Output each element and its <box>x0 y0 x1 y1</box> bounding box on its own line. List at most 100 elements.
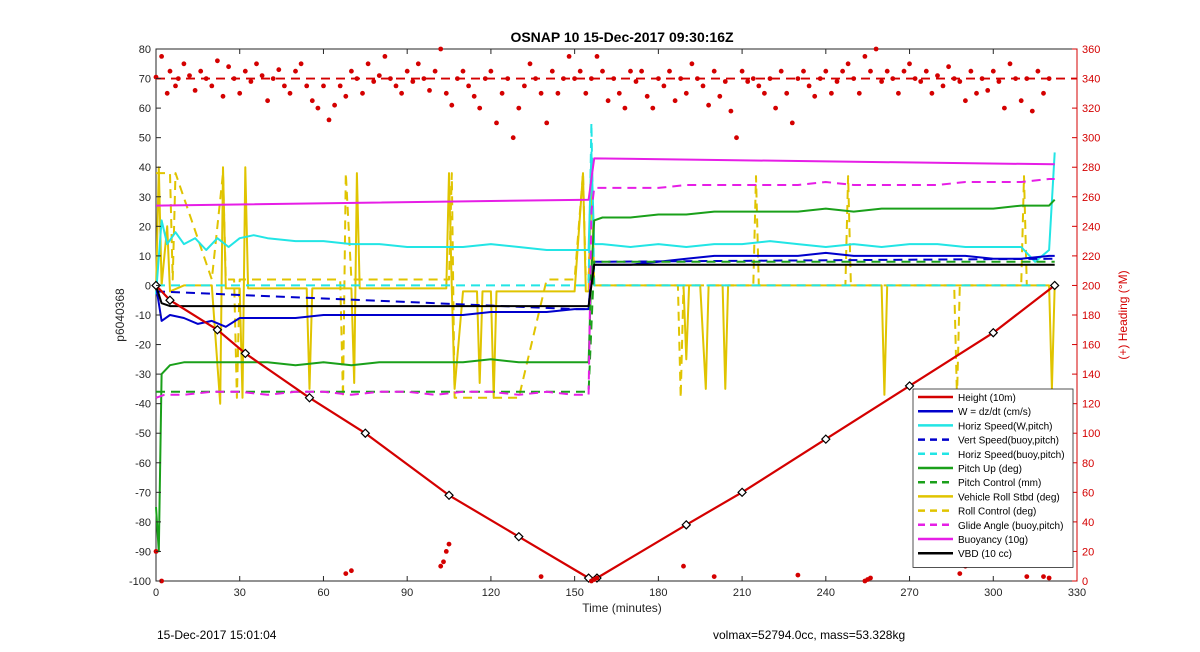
heading-point <box>829 90 834 96</box>
heading-point <box>349 568 354 574</box>
heading-point <box>432 68 438 74</box>
series-vbd-10-cc <box>155 263 1055 308</box>
heading-point <box>734 135 739 141</box>
heading-point <box>1002 105 1007 111</box>
heading-point <box>410 79 416 84</box>
y-tick-label: 0 <box>145 280 151 292</box>
x-tick-label: 30 <box>234 587 246 599</box>
heading-point <box>309 98 315 104</box>
heading-point <box>644 93 650 99</box>
y2-tick-label: 360 <box>1082 44 1100 56</box>
heading-point <box>672 98 678 104</box>
y2-axis-ticks: 0 20 40 60 80 100 120 140 160 180 200 220 240 260 280 3… <box>1072 44 1100 588</box>
heading-point <box>198 68 204 74</box>
legend-entry: Pitch Up (deg) <box>958 464 1022 475</box>
heading-point <box>376 73 382 78</box>
heading-point <box>979 76 985 81</box>
y2-tick-label: 320 <box>1082 103 1100 115</box>
x-tick-label: 210 <box>733 587 751 599</box>
heading-point <box>868 575 873 581</box>
y2-tick-label: 300 <box>1082 133 1100 145</box>
heading-point <box>505 76 511 81</box>
heading-point <box>293 68 298 74</box>
heading-point <box>583 90 589 96</box>
heading-point <box>879 79 884 84</box>
heading-point <box>544 120 550 126</box>
legend-entry: Roll Control (deg) <box>958 507 1036 518</box>
height-marker <box>1049 280 1060 291</box>
heading-point <box>455 76 460 81</box>
height-marker <box>737 487 747 498</box>
heading-point <box>840 68 845 74</box>
series-buoyancy-10g <box>155 157 1055 207</box>
heading-point <box>806 83 812 89</box>
y2-tick-label: 180 <box>1082 310 1100 322</box>
heading-point <box>862 54 868 59</box>
heading-point <box>968 68 974 74</box>
heading-point <box>343 571 349 576</box>
heading-point <box>477 105 483 111</box>
y-tick-label: -20 <box>135 340 151 352</box>
x-axis-ticks: 0 30 60 90 120 150 180 210 240 270 300 330 <box>153 49 1086 599</box>
heading-point <box>549 68 555 74</box>
chart-title: OSNAP 10 15-Dec-2017 09:30:16Z <box>510 29 734 45</box>
heading-point <box>516 105 522 111</box>
heading-point <box>667 68 672 74</box>
heading-point <box>561 76 566 81</box>
heading-point <box>388 76 393 81</box>
heading-point <box>181 61 187 67</box>
heading-point <box>951 76 957 81</box>
series-glide-angle-buoy-pitch <box>155 178 1055 399</box>
heading-point <box>449 102 455 108</box>
heading-point <box>946 64 951 70</box>
heading-point <box>845 61 851 67</box>
heading-point <box>722 79 728 84</box>
heading-point <box>427 88 432 93</box>
series-height-10m <box>155 284 1056 580</box>
heading-point <box>823 68 829 74</box>
heading-point <box>681 563 686 569</box>
y2-tick-label: 20 <box>1082 546 1094 558</box>
heading-point <box>365 61 371 67</box>
heading-point <box>354 76 360 81</box>
legend-entry: Horiz Speed(buoy,pitch) <box>958 450 1065 461</box>
heading-point <box>1018 98 1024 104</box>
heading-point <box>175 76 181 81</box>
heading-point <box>254 61 259 67</box>
heading-point <box>321 83 326 89</box>
heading-point <box>611 76 617 81</box>
heading-point <box>1035 68 1041 74</box>
heading-point <box>622 105 628 111</box>
y2-tick-label: 260 <box>1082 192 1100 204</box>
heading-point <box>393 83 399 89</box>
y-tick-label: 50 <box>139 133 151 145</box>
y-tick-label: -10 <box>135 310 151 322</box>
legend-entry: Glide Angle (buoy,pitch) <box>958 521 1063 532</box>
y2-axis-label: (+) Heading (°M) <box>1116 270 1130 359</box>
height-marker <box>444 490 454 501</box>
heading-point <box>270 76 276 81</box>
legend-entry: W = dz/dt (cm/s) <box>958 407 1031 418</box>
heading-point <box>683 90 689 96</box>
heading-point <box>650 105 656 111</box>
height-marker <box>820 434 831 444</box>
heading-point <box>700 83 706 89</box>
heading-point <box>466 83 471 89</box>
heading-point <box>382 54 388 59</box>
height-marker <box>212 324 223 335</box>
y2-tick-label: 160 <box>1082 340 1100 352</box>
heading-point <box>957 571 963 576</box>
legend-entry: Vert Speed(buoy,pitch) <box>958 436 1059 447</box>
heading-point <box>717 93 723 99</box>
heading-point <box>510 135 516 141</box>
heading-point <box>762 90 767 96</box>
height-marker <box>240 348 251 359</box>
heading-point <box>784 90 790 96</box>
footer-mass-info: volmax=52794.0cc, mass=53.328kg <box>713 628 906 642</box>
heading-point <box>441 559 446 565</box>
y-tick-label: 70 <box>139 74 151 86</box>
heading-point <box>343 93 349 99</box>
heading-point <box>795 572 801 578</box>
heading-point <box>488 68 494 74</box>
